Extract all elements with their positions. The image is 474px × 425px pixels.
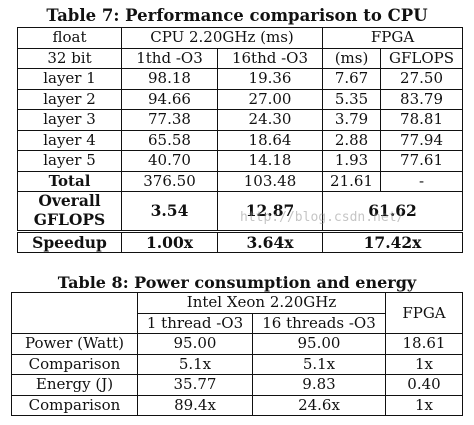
row-label: Comparison xyxy=(11,394,138,416)
header-fpga: FPGA xyxy=(385,292,463,334)
cell: 18.61 xyxy=(385,333,463,355)
cell: 9.83 xyxy=(252,374,386,396)
row-label: layer 1 xyxy=(17,68,122,90)
cell: 98.18 xyxy=(121,68,218,90)
table-row: layer 4 65.58 18.64 2.88 77.94 xyxy=(17,129,464,151)
table8-power: Intel Xeon 2.20GHz FPGA 1 thread -O3 16 … xyxy=(11,292,463,416)
row-label: Power (Watt) xyxy=(11,333,138,355)
row-label: layer 3 xyxy=(17,109,122,131)
cell: 27.50 xyxy=(380,68,464,90)
cell: 89.4x xyxy=(137,394,253,416)
cell: 24.6x xyxy=(252,394,386,416)
row-label: Comparison xyxy=(11,353,138,375)
table7-caption: Table 7: Performance comparison to CPU xyxy=(46,6,428,25)
cell: 3.64x xyxy=(216,230,324,253)
header-float: float xyxy=(17,27,122,49)
table-header-row: Intel Xeon 2.20GHz FPGA xyxy=(11,292,463,334)
cell: 18.64 xyxy=(216,129,324,151)
table-row: Comparison 89.4x 24.6x 1x xyxy=(11,394,463,416)
header-1thd: 1thd -O3 xyxy=(121,47,218,69)
watermark: http://blog.csdn.net/ xyxy=(240,210,405,225)
cell: 1.93 xyxy=(322,150,382,172)
table8-caption: Table 8: Power consumption and energy xyxy=(57,273,417,292)
cell: 95.00 xyxy=(252,333,386,355)
table-row: Energy (J) 35.77 9.83 0.40 xyxy=(11,374,463,396)
cell: 2.88 xyxy=(322,129,382,151)
row-label-overall: Overall GFLOPS xyxy=(17,191,122,232)
table-row: Power (Watt) 95.00 95.00 18.61 xyxy=(11,333,463,355)
header-16threads: 16 threads -O3 xyxy=(252,312,386,334)
table-row: layer 3 77.38 24.30 3.79 78.81 xyxy=(17,109,464,131)
cell: 24.30 xyxy=(216,109,324,131)
row-label: layer 4 xyxy=(17,129,122,151)
overall-label-line2: GFLOPS xyxy=(33,210,106,229)
cell: 83.79 xyxy=(380,88,464,110)
table-row-speedup: Speedup 1.00x 3.64x 17.42x xyxy=(17,230,464,253)
header-ms: (ms) xyxy=(322,47,382,69)
cell: 77.61 xyxy=(380,150,464,172)
header-gflops: GFLOPS xyxy=(380,47,464,69)
cell: 376.50 xyxy=(121,170,218,192)
header-16thd: 16thd -O3 xyxy=(216,47,324,69)
cell: 1x xyxy=(385,394,463,416)
cell: 27.00 xyxy=(216,88,324,110)
cell: 5.1x xyxy=(137,353,253,375)
cell: 1x xyxy=(385,353,463,375)
cell: 3.54 xyxy=(121,191,218,232)
table-row-overall-gflops: Overall GFLOPS 3.54 12.87 61.62 xyxy=(17,191,464,232)
row-label: Speedup xyxy=(17,230,122,253)
table7-performance: float CPU 2.20GHz (ms) FPGA 32 bit 1thd … xyxy=(17,27,464,253)
header-32bit: 32 bit xyxy=(17,47,122,69)
row-label: Total xyxy=(17,170,122,192)
overall-label-line1: Overall xyxy=(38,191,101,211)
cell: 5.35 xyxy=(322,88,382,110)
cell: - xyxy=(380,170,464,192)
cell: 78.81 xyxy=(380,109,464,131)
cell: 0.40 xyxy=(385,374,463,396)
cell: 65.58 xyxy=(121,129,218,151)
cell: 95.00 xyxy=(137,333,253,355)
header-cpu: CPU 2.20GHz (ms) xyxy=(120,27,324,49)
table-header-row: float CPU 2.20GHz (ms) FPGA xyxy=(17,27,464,49)
table-row: layer 1 98.18 19.36 7.67 27.50 xyxy=(17,68,464,90)
table-row: Comparison 5.1x 5.1x 1x xyxy=(11,353,463,375)
cell: 3.79 xyxy=(322,109,382,131)
table-row: layer 5 40.70 14.18 1.93 77.61 xyxy=(17,150,464,172)
cell: 1.00x xyxy=(121,230,218,253)
header-fpga: FPGA xyxy=(322,27,464,49)
cell-fpga-speedup: 17.42x xyxy=(322,230,464,253)
header-1thread: 1 thread -O3 xyxy=(137,312,253,334)
header-empty xyxy=(11,292,138,334)
cell: 7.67 xyxy=(322,68,382,90)
cell: 14.18 xyxy=(216,150,324,172)
cell: 77.38 xyxy=(121,109,218,131)
cell-fpga-overall: 61.62 xyxy=(322,191,464,232)
cell: 94.66 xyxy=(121,88,218,110)
table-subheader-row: 32 bit 1thd -O3 16thd -O3 (ms) GFLOPS xyxy=(17,47,464,69)
cell: 35.77 xyxy=(137,374,253,396)
header-intel-xeon: Intel Xeon 2.20GHz xyxy=(137,292,386,314)
table-row-total: Total 376.50 103.48 21.61 - xyxy=(17,170,464,192)
cell: 40.70 xyxy=(121,150,218,172)
cell: 5.1x xyxy=(252,353,386,375)
cell: 19.36 xyxy=(216,68,324,90)
cell: 103.48 xyxy=(216,170,324,192)
row-label: layer 2 xyxy=(17,88,122,110)
row-label: layer 5 xyxy=(17,150,122,172)
cell: 21.61 xyxy=(322,170,382,192)
table-row: layer 2 94.66 27.00 5.35 83.79 xyxy=(17,88,464,110)
row-label: Energy (J) xyxy=(11,374,138,396)
cell: 77.94 xyxy=(380,129,464,151)
